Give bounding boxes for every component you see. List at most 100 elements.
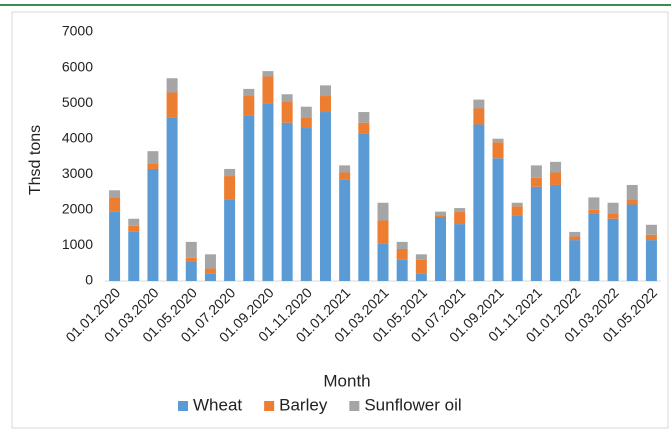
bar-segment: [281, 122, 293, 281]
bar-segment: [281, 101, 293, 123]
bar-segment: [396, 248, 408, 260]
bar-segment: [185, 241, 197, 258]
y-tick-label: 2000: [62, 201, 93, 217]
bar-segment: [166, 92, 178, 118]
bar-segment: [645, 224, 657, 235]
bar-segment: [588, 197, 600, 210]
bar-segment: [530, 165, 542, 178]
bar-segment: [109, 190, 121, 198]
bar-segment: [415, 273, 427, 281]
legend-swatch: [264, 401, 275, 411]
bar-segment: [645, 240, 657, 281]
bar-segment: [224, 199, 236, 281]
bar-segment: [588, 209, 600, 214]
bar-segment: [492, 138, 504, 143]
bar-segment: [262, 71, 274, 77]
bar-segment: [166, 117, 178, 281]
bar-segment: [147, 163, 159, 169]
bar-segment: [358, 112, 370, 123]
bar-segment: [626, 204, 638, 281]
bar-segment: [396, 259, 408, 281]
legend-label: Sunflower oil: [364, 395, 461, 414]
bar-segment: [473, 124, 485, 281]
bar-segment: [128, 225, 140, 232]
bar-segment: [358, 122, 370, 134]
bar-segment: [204, 273, 216, 281]
bar-segment: [358, 133, 370, 281]
y-axis-title: Thsd tons: [27, 125, 44, 195]
bar-segment: [435, 216, 447, 281]
bar-segment: [607, 213, 619, 219]
bar-segment: [435, 211, 447, 216]
bar-segment: [569, 240, 581, 281]
bar-segment: [166, 78, 178, 93]
bar-segment: [454, 211, 466, 225]
bar-segment: [511, 215, 523, 281]
bar-segment: [204, 254, 216, 269]
legend-swatch: [349, 401, 360, 411]
bar-segment: [396, 241, 408, 249]
bar-segment: [511, 202, 523, 207]
bar-segment: [415, 254, 427, 260]
y-tick-label: 6000: [62, 58, 93, 74]
bar-segment: [224, 176, 236, 200]
bar-segment: [109, 197, 121, 212]
bar-segment: [454, 208, 466, 212]
bar-segment: [300, 128, 312, 281]
bar-segment: [550, 184, 562, 281]
legend-label: Wheat: [193, 395, 242, 414]
bar-segment: [243, 96, 255, 116]
bar-segment: [319, 96, 331, 113]
y-tick-label: 4000: [62, 129, 93, 145]
x-axis-title: Month: [323, 371, 370, 390]
bar-segment: [319, 85, 331, 97]
bar-segment: [128, 218, 140, 226]
bar-segment: [339, 179, 351, 281]
bar-segment: [339, 172, 351, 180]
bar-segment: [492, 158, 504, 281]
bar-segment: [569, 236, 581, 241]
y-tick-label: 3000: [62, 165, 93, 181]
bar-segment: [530, 186, 542, 281]
bar-segment: [550, 172, 562, 185]
bar-segment: [262, 76, 274, 104]
bar-segment: [473, 108, 485, 125]
bar-segment: [243, 88, 255, 97]
bar-segment: [415, 259, 427, 274]
bar-segment: [645, 234, 657, 241]
bar-segment: [435, 215, 447, 217]
bar-segment: [109, 211, 121, 281]
bar-segment: [185, 257, 197, 262]
bar-segment: [224, 168, 236, 177]
bar-segment: [377, 202, 389, 221]
bar-segment: [454, 224, 466, 281]
bar-segment: [550, 161, 562, 173]
bar-segment: [530, 177, 542, 187]
bar-segment: [128, 231, 140, 281]
y-tick-label: 5000: [62, 94, 93, 110]
legend-swatch: [178, 401, 188, 411]
bar-segment: [243, 115, 255, 281]
bar-segment: [377, 243, 389, 281]
bar-segment: [147, 168, 159, 281]
y-tick-label: 7000: [62, 23, 93, 39]
bar-segment: [262, 103, 274, 282]
bar-segment: [492, 142, 504, 159]
bar-segment: [626, 184, 638, 200]
bar-segment: [319, 112, 331, 282]
legend-label: Barley: [279, 395, 328, 414]
bar-segment: [204, 268, 216, 274]
bar-segment: [147, 151, 159, 164]
bar-segment: [607, 218, 619, 281]
bar-segment: [300, 106, 312, 118]
bar-segment: [607, 202, 619, 214]
bar-segment: [569, 231, 581, 237]
bar-segment: [339, 165, 351, 173]
bar-segment: [377, 220, 389, 244]
y-tick-label: 1000: [62, 236, 93, 252]
bar-segment: [281, 94, 293, 102]
bar-segment: [300, 117, 312, 129]
bar-segment: [185, 261, 197, 281]
